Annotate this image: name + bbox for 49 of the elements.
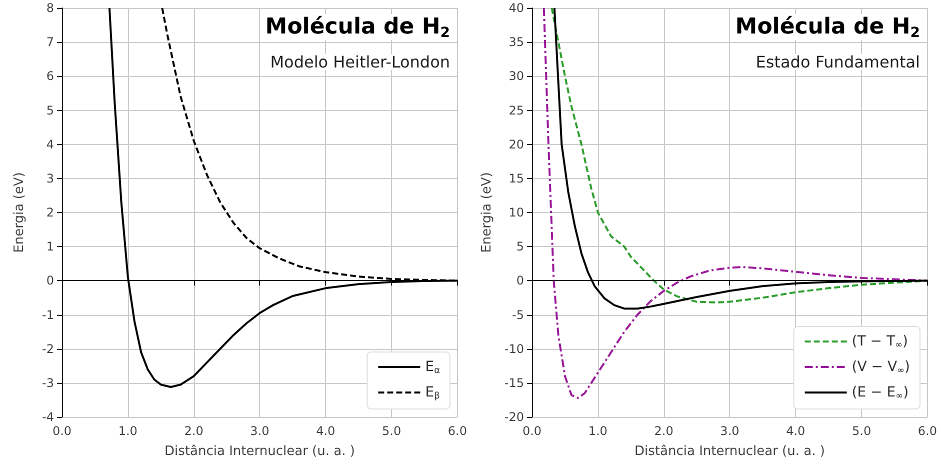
y-tick-label: 0 <box>46 274 54 288</box>
x-tick-label: 6.0 <box>448 424 468 438</box>
x-tick-label: 1.0 <box>118 424 138 438</box>
y-axis-title: Energia (eV) <box>12 172 27 253</box>
legend-label: (E − E∞) <box>852 384 909 402</box>
x-tick-label: 0.0 <box>522 424 542 438</box>
y-tick-label: 7 <box>46 35 54 50</box>
y-axis-title: Energia (eV) <box>480 172 494 253</box>
y-tick-label: 0 <box>516 274 524 288</box>
y-tick-label: 25 <box>508 103 524 118</box>
y-tick-label: 8 <box>46 1 54 15</box>
x-tick-label: 4.0 <box>316 424 336 438</box>
y-tick-label: 10 <box>508 206 524 220</box>
y-tick-label: -20 <box>504 410 524 424</box>
y-tick-label: 5 <box>46 103 54 118</box>
x-axis-title: Distância Internuclear (u. a. ) <box>164 444 355 459</box>
y-tick-label: 40 <box>508 1 524 15</box>
y-tick-label: -1 <box>42 308 54 322</box>
x-tick-label: 0.0 <box>52 424 72 438</box>
text: Estado Fundamental <box>756 52 920 72</box>
y-tick-label: 30 <box>508 69 524 84</box>
x-tick-label: 1.0 <box>588 424 608 438</box>
y-tick-label: 35 <box>508 35 524 50</box>
y-tick-label: 1 <box>46 240 54 254</box>
y-tick-label: -5 <box>512 308 524 322</box>
y-tick-label: 3 <box>46 171 54 186</box>
x-tick-label: 6.0 <box>918 424 938 438</box>
y-tick-label: -2 <box>42 342 54 356</box>
x-tick-label: 5.0 <box>852 424 872 438</box>
x-tick-label: 3.0 <box>250 424 270 438</box>
y-tick-label: 5 <box>516 240 524 254</box>
y-tick-label: 20 <box>508 137 524 152</box>
y-tick-label: 2 <box>46 206 54 220</box>
x-tick-label: 2.0 <box>654 424 674 438</box>
x-tick-label: 3.0 <box>720 424 740 438</box>
y-tick-label: -10 <box>504 342 524 356</box>
x-tick-label: 2.0 <box>184 424 204 438</box>
legend-label: (T − T∞) <box>852 334 908 350</box>
y-tick-label: -4 <box>42 410 54 424</box>
y-tick-label: 15 <box>508 171 524 186</box>
y-tick-label: -3 <box>42 376 54 390</box>
y-tick-label: 6 <box>46 69 54 84</box>
x-tick-label: 4.0 <box>786 424 806 438</box>
y-tick-label: 4 <box>46 137 54 152</box>
legend-label: (V − V∞) <box>852 359 910 376</box>
y-tick-label: -15 <box>504 376 524 390</box>
x-axis-title: Distância Internuclear (u. a. ) <box>634 444 825 459</box>
text: Modelo Heitler-London <box>270 52 450 72</box>
x-tick-label: 5.0 <box>382 424 402 438</box>
